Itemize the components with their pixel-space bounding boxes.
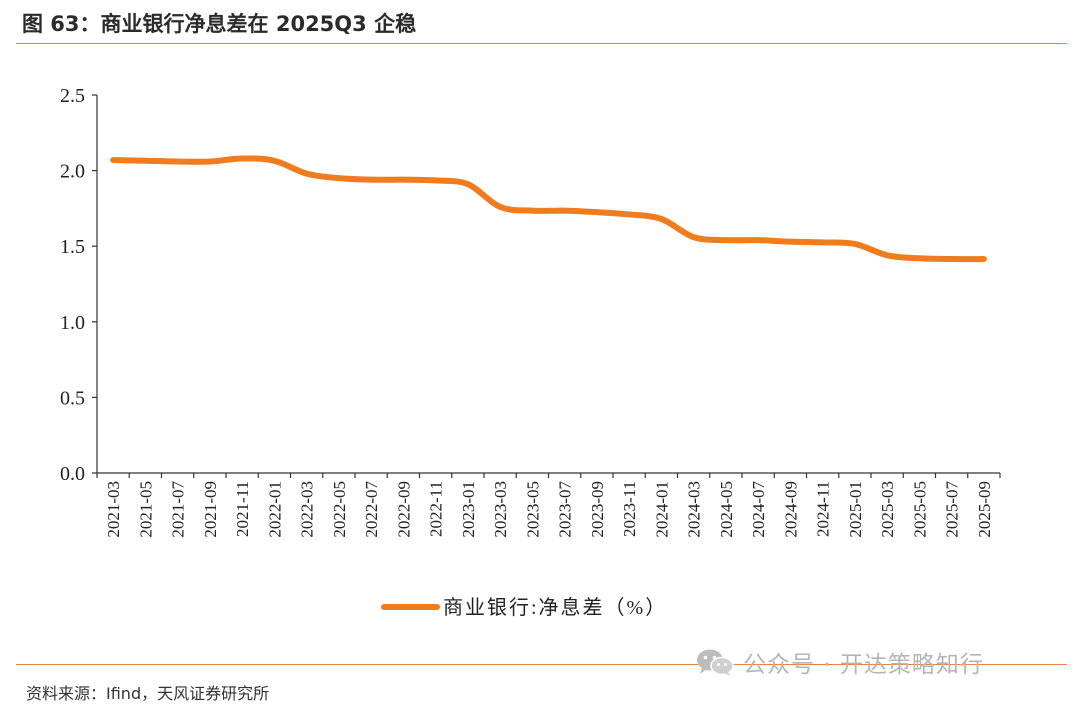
x-tick-label: 2025-07 [943, 481, 962, 538]
legend: 商业银行:净息差（%） [381, 596, 667, 619]
x-tick-label: 2024-01 [652, 481, 671, 538]
y-tick-label: 2.5 [60, 85, 85, 107]
x-tick-label: 2023-07 [556, 481, 575, 538]
x-tick-label: 2022-09 [394, 481, 413, 538]
x-axis-ticks: 2021-03 2021-05 2021-07 2021-09 2021-11 2022-… [96, 473, 1001, 538]
x-tick-label: 2025-09 [975, 481, 994, 538]
x-tick-label: 2021-09 [201, 481, 220, 538]
x-tick-label: 2024-11 [814, 481, 833, 537]
x-tick-label: 2021-11 [233, 481, 252, 537]
y-tick-label: 1.0 [60, 312, 85, 334]
x-tick-label: 2023-01 [459, 481, 478, 538]
x-tick-label: 2021-05 [136, 481, 155, 538]
x-tick-label: 2025-03 [878, 481, 897, 538]
x-tick-label: 2025-01 [846, 481, 865, 538]
y-tick-label: 2.0 [60, 161, 85, 183]
x-tick-label: 2023-09 [588, 481, 607, 538]
x-tick-label: 2023-03 [491, 481, 510, 538]
watermark: 公众号 · 开达策略知行 [695, 646, 984, 678]
series-line [110, 155, 987, 263]
x-tick-label: 2023-11 [620, 481, 639, 537]
chart-axes [96, 95, 1000, 474]
source-note: 资料来源：Ifind，天风证券研究所 [26, 684, 270, 703]
chart-title: 图 63：商业银行净息差在 2025Q3 企稳 [22, 12, 417, 36]
source-divider [16, 664, 1067, 665]
x-tick-label: 2022-07 [362, 481, 381, 538]
x-tick-label: 2024-09 [781, 481, 800, 538]
x-tick-label: 2024-07 [749, 481, 768, 538]
line-chart: 0.0 0.5 1.0 1.5 2.0 2.5 2021-03 2021-05 2021-07… [60, 85, 1001, 619]
plot-area [110, 155, 987, 263]
x-tick-label: 2022-11 [427, 481, 446, 537]
watermark-text: 公众号 · 开达策略知行 [743, 652, 984, 678]
y-tick-label: 1.5 [60, 236, 85, 258]
x-tick-label: 2021-07 [169, 481, 188, 538]
x-tick-label: 2024-05 [717, 481, 736, 538]
wechat-icon [695, 647, 735, 677]
y-tick-label: 0.5 [60, 387, 85, 409]
y-tick-label: 0.0 [60, 463, 85, 485]
x-tick-label: 2022-03 [298, 481, 317, 538]
x-tick-label: 2025-05 [910, 481, 929, 538]
x-tick-label: 2021-03 [104, 481, 123, 538]
x-tick-label: 2022-01 [265, 481, 284, 538]
y-axis-ticks: 0.0 0.5 1.0 1.5 2.0 2.5 [60, 85, 97, 485]
legend-label: 商业银行:净息差（%） [443, 596, 667, 619]
title-divider [16, 43, 1067, 44]
x-tick-label: 2024-03 [685, 481, 704, 538]
x-tick-label: 2023-05 [523, 481, 542, 538]
x-tick-label: 2022-05 [330, 481, 349, 538]
